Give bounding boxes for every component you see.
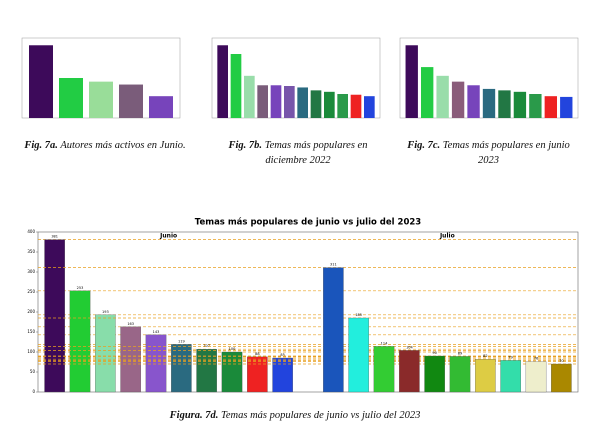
bar	[119, 84, 143, 118]
bar	[297, 87, 308, 118]
value-label: 143	[153, 330, 160, 334]
value-label: 107	[203, 344, 210, 348]
caption-label: Fig. 7a.	[24, 140, 58, 151]
bar	[171, 344, 192, 393]
caption-text: Temas más populares en diciembre 2022	[264, 140, 368, 166]
plot-frame	[211, 37, 381, 119]
bar	[337, 94, 348, 118]
caption-text: Autores más activos en Junio.	[60, 140, 186, 151]
bar	[270, 85, 282, 118]
value-label: 70	[559, 359, 563, 363]
bar	[89, 81, 113, 118]
value-label: 381	[51, 235, 58, 239]
bar	[323, 267, 344, 393]
caption-text: Temas más populares en junio 2023	[442, 140, 570, 166]
bar	[482, 88, 496, 118]
value-label: 253	[77, 286, 84, 290]
bar	[284, 86, 295, 118]
y-tick-label: 100	[27, 349, 35, 354]
caption: Fig. 7a. Autores más activos en Junio.	[20, 138, 190, 153]
bar	[149, 96, 173, 118]
value-label: 82	[483, 354, 487, 358]
value-label: 85	[280, 353, 284, 357]
value-label: 311	[330, 263, 337, 267]
bar	[221, 351, 243, 393]
y-tick-label: 400	[27, 229, 35, 234]
bar	[424, 355, 445, 393]
caption: Figura. 7d. Temas más populares de junio…	[60, 408, 530, 423]
value-label: 89	[458, 351, 462, 355]
bar	[230, 54, 242, 118]
bar	[244, 75, 255, 118]
caption: Fig. 7c. Temas más populares en junio 20…	[396, 138, 581, 168]
value-label: 76	[534, 357, 538, 361]
bar	[59, 78, 83, 118]
bar	[373, 346, 395, 393]
y-tick-label: 50	[30, 369, 36, 374]
bar	[145, 334, 167, 393]
bar	[467, 85, 480, 118]
bar	[247, 356, 268, 393]
y-tick-label: 150	[27, 329, 35, 334]
bar	[364, 96, 375, 118]
bar	[95, 314, 116, 393]
bar	[29, 45, 53, 118]
bar	[324, 91, 335, 118]
bar	[475, 359, 496, 393]
value-label: 185	[355, 313, 362, 317]
caption-text: Temas más populares de junio vs julio de…	[221, 410, 421, 421]
value-label: 163	[127, 322, 134, 326]
bar	[513, 91, 527, 118]
bar	[551, 363, 572, 393]
bar	[436, 75, 449, 118]
bar	[449, 356, 471, 393]
bar	[421, 67, 434, 118]
chart-title: Temas más populares de junio vs julio de…	[195, 218, 421, 228]
value-label: 104	[406, 345, 413, 349]
value-label: 100	[229, 347, 236, 351]
bar	[399, 350, 420, 393]
bar	[69, 290, 91, 393]
bar	[272, 357, 293, 393]
value-label: 90	[432, 351, 436, 355]
bar	[529, 94, 542, 118]
bar	[560, 96, 573, 118]
bar	[257, 85, 268, 118]
y-tick-label: 200	[27, 309, 35, 314]
series-label: Julio	[439, 233, 455, 240]
series-label: Junio	[159, 233, 177, 240]
caption-label: Fig. 7b.	[228, 140, 263, 151]
value-label: 119	[178, 339, 185, 343]
value-label: 193	[102, 310, 109, 314]
y-tick-label: 0	[32, 389, 35, 394]
bar	[451, 81, 465, 118]
y-tick-label: 350	[27, 249, 35, 254]
y-tick-label: 300	[27, 269, 35, 274]
value-label: 79	[508, 355, 512, 359]
value-label: 114	[381, 341, 388, 345]
bar	[196, 349, 217, 393]
bar	[498, 90, 511, 118]
bar	[350, 94, 362, 118]
bar	[310, 90, 322, 118]
bar	[500, 360, 521, 393]
bar	[44, 239, 65, 393]
caption: Fig. 7b. Temas más populares en diciembr…	[208, 138, 388, 168]
value-label: 88	[255, 352, 259, 356]
caption-label: Figura. 7d.	[169, 410, 219, 421]
y-tick-label: 250	[27, 289, 35, 294]
caption-label: Fig. 7c.	[407, 140, 441, 151]
bar	[544, 96, 557, 118]
plot-frame	[37, 231, 579, 393]
bar	[217, 45, 228, 118]
bar	[525, 361, 547, 393]
bar	[405, 45, 418, 118]
bar	[348, 317, 369, 393]
